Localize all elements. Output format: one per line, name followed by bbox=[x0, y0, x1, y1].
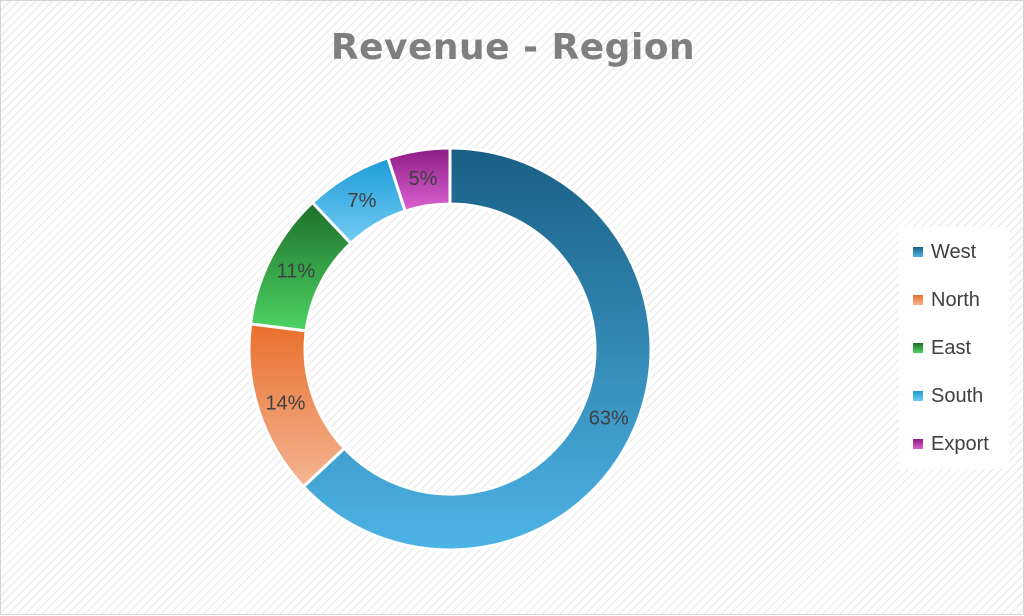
legend-item-north: North bbox=[913, 287, 980, 313]
legend-swatch bbox=[913, 247, 923, 257]
legend-item-west: West bbox=[913, 239, 976, 265]
legend-swatch bbox=[913, 295, 923, 305]
legend-label: North bbox=[931, 288, 980, 311]
data-label-export: 5% bbox=[408, 168, 437, 190]
legend-item-east: East bbox=[913, 335, 971, 361]
legend-swatch bbox=[913, 391, 923, 401]
legend-swatch bbox=[913, 439, 923, 449]
legend: West North East South Export bbox=[899, 227, 1009, 469]
legend-item-export: Export bbox=[913, 431, 989, 457]
data-label-east: 11% bbox=[277, 260, 316, 282]
legend-label: Export bbox=[931, 432, 989, 455]
data-label-west: 63% bbox=[589, 408, 629, 430]
legend-label: South bbox=[931, 384, 984, 407]
slice-west bbox=[301, 146, 653, 552]
data-label-south: 7% bbox=[347, 190, 376, 212]
data-label-north: 14% bbox=[265, 392, 305, 414]
legend-label: West bbox=[931, 240, 977, 263]
legend-swatch bbox=[913, 343, 923, 353]
legend-item-south: South bbox=[913, 383, 983, 409]
chart-title: Revenue - Region bbox=[330, 27, 696, 68]
slice-export bbox=[385, 146, 452, 213]
legend-label: East bbox=[931, 336, 972, 359]
